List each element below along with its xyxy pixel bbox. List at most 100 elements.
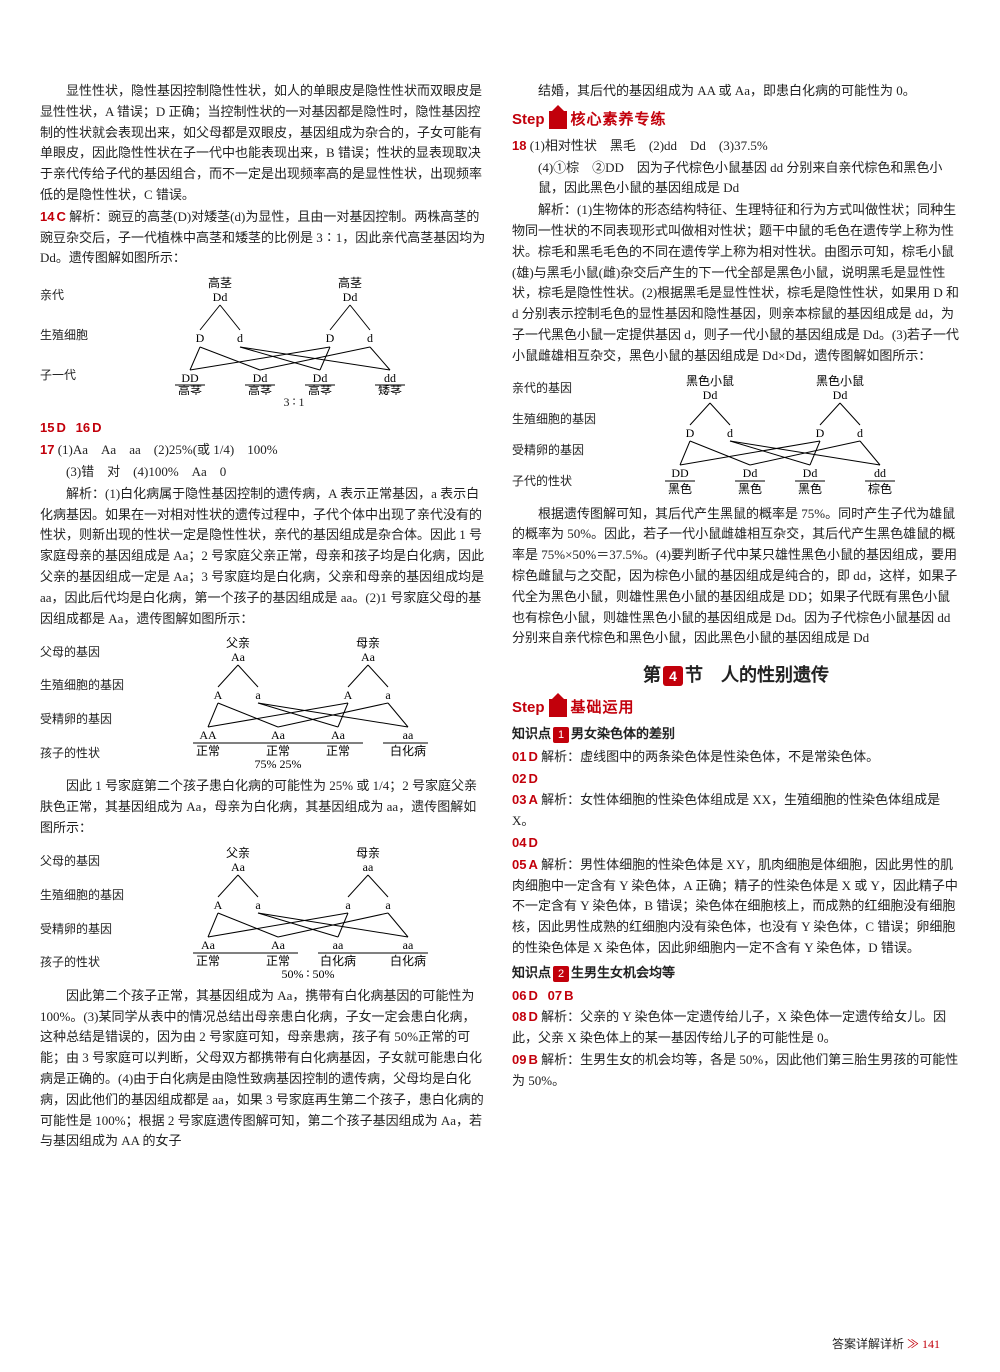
svg-text:正常: 正常 (266, 954, 290, 968)
page-footer: 答案详解详析 ≫ 141 (832, 1335, 940, 1354)
d18-sl2: 受精卵的基因 (512, 441, 596, 460)
d18-sl: 亲代的基因 生殖细胞的基因 受精卵的基因 子代的性状 (512, 373, 600, 498)
svg-text:dd: dd (384, 371, 396, 385)
svg-text:Dd: Dd (253, 371, 268, 385)
kp2-title: 生男生女机会均等 (571, 965, 675, 980)
svg-text:黑色: 黑色 (798, 482, 822, 496)
q14-text: 解析：豌豆的高茎(D)对矮茎(d)为显性，且由一对基因控制。两株高茎的豌豆杂交后… (40, 209, 485, 266)
q17-num: 17 (40, 442, 54, 457)
svg-text:Aa: Aa (361, 650, 376, 664)
svg-text:a: a (385, 898, 391, 912)
footer-page: 141 (922, 1337, 940, 1351)
q09-ans: B (528, 1052, 537, 1067)
svg-text:d: d (237, 331, 243, 345)
d14-ratio: 3 ∶ 1 (40, 393, 488, 412)
svg-text:Aa: Aa (201, 938, 216, 952)
svg-text:Dd: Dd (743, 466, 758, 480)
svg-text:白化病: 白化病 (390, 743, 426, 758)
svg-text:DD: DD (181, 371, 199, 385)
svg-text:d: d (727, 426, 733, 440)
svg-text:a: a (345, 898, 351, 912)
d14-svg: 高茎 Dd 高茎 Dd D d D d DD Dd Dd (150, 275, 430, 395)
d17b-sl0: 父母的基因 (40, 852, 124, 871)
q15-16: 15D 16D (40, 418, 488, 439)
svg-text:d: d (367, 331, 373, 345)
d18-sl1: 生殖细胞的基因 (512, 410, 596, 429)
q03-num: 03 (512, 792, 526, 807)
q09-num: 09 (512, 1052, 526, 1067)
svg-text:D: D (196, 331, 205, 345)
footer-sep: ≫ (907, 1337, 919, 1351)
q03-ans: A (528, 792, 537, 807)
sec4-post: 节 人的性别遗传 (685, 665, 829, 685)
svg-text:黑色小鼠: 黑色小鼠 (686, 374, 734, 388)
q04-ans: D (528, 835, 537, 850)
step-title-core: 核心素养专练 (571, 108, 667, 132)
q05-ans: A (528, 857, 537, 872)
step-banner-basic: Step 基础运用 (512, 696, 960, 720)
d18-sl0: 亲代的基因 (512, 379, 596, 398)
step-arrow-icon-3 (549, 699, 567, 717)
svg-text:黑色: 黑色 (738, 482, 762, 496)
step-banner-core: Step 核心素养专练 (512, 108, 960, 132)
diagram-17b: 父母的基因 生殖细胞的基因 受精卵的基因 孩子的性状 父亲 Aa 母亲 aa A… (40, 845, 488, 980)
kp2-label: 知识点 (512, 965, 551, 980)
svg-text:父亲: 父亲 (226, 636, 250, 650)
left-column: 显性性状，隐性基因控制隐性性状，如人的单眼皮是隐性性状而双眼皮是显性性状，A 错… (40, 80, 488, 1153)
svg-text:Aa: Aa (271, 728, 286, 742)
svg-text:DD: DD (671, 466, 689, 480)
svg-text:黑色小鼠: 黑色小鼠 (816, 374, 864, 388)
step-title-basic: 基础运用 (571, 696, 635, 720)
q05: 05A 解析：男性体细胞的性染色体是 XY，肌肉细胞是体细胞，因此男性的肌肉细胞… (512, 855, 960, 959)
d18-svg: 黑色小鼠 Dd 黑色小鼠 Dd D d D d DD Dd Dd (640, 373, 920, 498)
q07-ans: B (564, 988, 573, 1003)
q05-num: 05 (512, 857, 526, 872)
kp2: 知识点2生男生女机会均等 (512, 963, 960, 984)
d17b-sl: 父母的基因 生殖细胞的基因 受精卵的基因 孩子的性状 (40, 845, 128, 980)
q05-text: 解析：男性体细胞的性染色体是 XY，肌肉细胞是体细胞，因此男性的肌肉细胞中一定含… (512, 857, 958, 955)
q04: 04D (512, 833, 960, 854)
q02-ans: D (528, 771, 537, 786)
d14-sl0: 亲代 (40, 286, 88, 305)
svg-text:A: A (344, 688, 353, 702)
kp1-num: 1 (553, 727, 569, 743)
q17-l1: (1)Aa Aa aa (2)25%(或 1/4) 100% (58, 442, 278, 457)
d17a-svg: 父亲 Aa 母亲 Aa A a A a AA Aa Aa (168, 635, 448, 770)
svg-text:Dd: Dd (833, 388, 848, 402)
svg-text:Dd: Dd (313, 371, 328, 385)
svg-text:Dd: Dd (703, 388, 718, 402)
svg-text:高茎: 高茎 (178, 383, 202, 395)
kp1: 知识点1男女染色体的差别 (512, 724, 960, 745)
q07-num: 07 (548, 988, 562, 1003)
q14-ans: C (56, 209, 65, 224)
q01-num: 01 (512, 749, 526, 764)
kp2-num: 2 (553, 966, 569, 982)
svg-text:白化病: 白化病 (320, 953, 356, 968)
section-4-title: 第4节 人的性别遗传 (512, 661, 960, 690)
q01: 01D 解析：虚线图中的两条染色体是性染色体，不是常染色体。 (512, 747, 960, 768)
svg-text:白化病: 白化病 (390, 953, 426, 968)
d14-sl1: 生殖细胞 (40, 326, 88, 345)
right-column: 结婚，其后代的基因组成为 AA 或 Aa，即患白化病的可能性为 0。 Step … (512, 80, 960, 1153)
svg-text:高茎: 高茎 (308, 383, 332, 395)
svg-text:棕色: 棕色 (868, 481, 892, 496)
kp1-label: 知识点 (512, 726, 551, 741)
svg-text:高茎: 高茎 (248, 383, 272, 395)
svg-text:a: a (255, 688, 261, 702)
q17-line1: 17 (1)Aa Aa aa (2)25%(或 1/4) 100% (40, 440, 488, 461)
d14-sl2: 子一代 (40, 366, 88, 385)
svg-text:Aa: Aa (231, 860, 246, 874)
q08-ans: D (528, 1009, 537, 1024)
svg-text:aa: aa (363, 860, 374, 874)
svg-text:d: d (857, 426, 863, 440)
intro-text: 显性性状，隐性基因控制隐性性状，如人的单眼皮是隐性性状而双眼皮是显性性状，A 错… (40, 81, 488, 206)
footer-label: 答案详解详析 (832, 1337, 904, 1351)
d17a-sl2: 受精卵的基因 (40, 710, 124, 729)
svg-text:aa: aa (333, 938, 344, 952)
q18-end: 根据遗传图解可知，其后代产生黑鼠的概率是 75%。同时产生子代为雄鼠的概率为 5… (512, 504, 960, 650)
svg-text:高茎: 高茎 (338, 275, 362, 290)
step-arrow-icon (549, 111, 567, 129)
q15-ans: D (56, 420, 65, 435)
q09-text: 解析：生男生女的机会均等，各是 50%，因此他们第三胎生男孩的可能性为 50%。 (512, 1052, 958, 1088)
svg-text:a: a (385, 688, 391, 702)
